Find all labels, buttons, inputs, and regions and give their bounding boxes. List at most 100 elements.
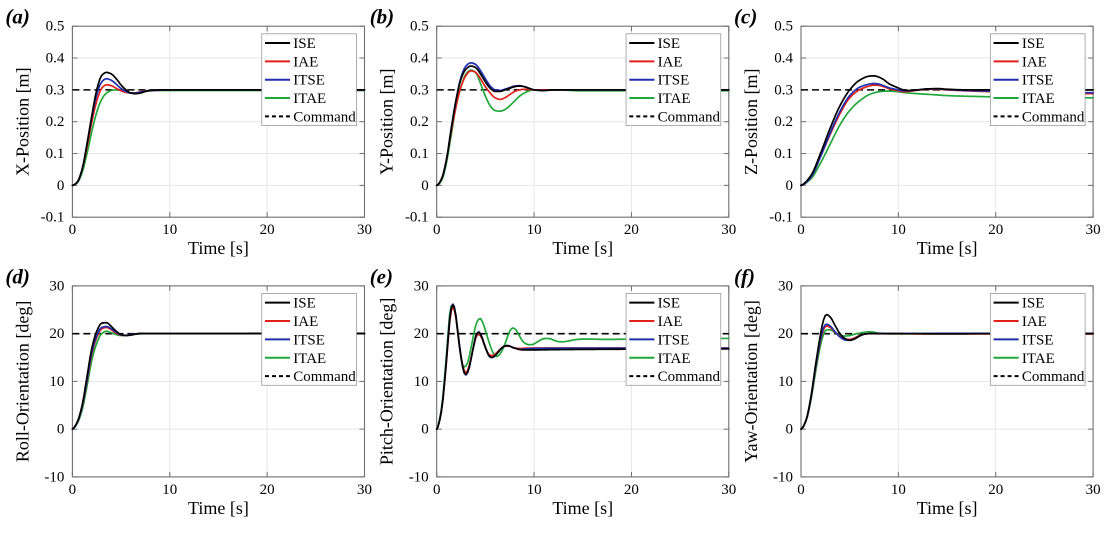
svg-text:20: 20 xyxy=(778,326,793,342)
svg-text:IAE: IAE xyxy=(658,314,683,330)
svg-text:ISE: ISE xyxy=(1022,36,1045,52)
svg-text:30: 30 xyxy=(721,482,736,498)
svg-text:-0.1: -0.1 xyxy=(769,210,793,226)
svg-text:20: 20 xyxy=(414,326,429,342)
svg-text:0.1: 0.1 xyxy=(410,146,429,162)
svg-text:0: 0 xyxy=(421,178,429,194)
svg-text:0: 0 xyxy=(797,482,805,498)
svg-text:0: 0 xyxy=(433,222,441,238)
svg-text:10: 10 xyxy=(49,374,64,390)
svg-text:-10: -10 xyxy=(409,469,429,485)
svg-text:20: 20 xyxy=(260,222,275,238)
svg-text:10: 10 xyxy=(891,222,906,238)
svg-text:0.3: 0.3 xyxy=(410,82,429,98)
svg-text:0.1: 0.1 xyxy=(46,146,65,162)
svg-text:ISE: ISE xyxy=(1022,296,1045,312)
svg-text:30: 30 xyxy=(1086,482,1101,498)
svg-text:IAE: IAE xyxy=(658,54,683,70)
svg-text:0.2: 0.2 xyxy=(774,114,793,130)
svg-text:-0.1: -0.1 xyxy=(405,210,429,226)
svg-text:0.3: 0.3 xyxy=(774,82,793,98)
svg-text:0.1: 0.1 xyxy=(774,146,793,162)
svg-text:ITAE: ITAE xyxy=(658,91,691,107)
svg-text:(d): (d) xyxy=(5,264,30,288)
svg-text:20: 20 xyxy=(49,326,64,342)
svg-text:IAE: IAE xyxy=(293,314,318,330)
svg-text:0: 0 xyxy=(57,178,65,194)
svg-text:0.4: 0.4 xyxy=(774,51,793,67)
svg-text:10: 10 xyxy=(527,482,542,498)
svg-text:ITSE: ITSE xyxy=(1022,73,1054,89)
svg-text:X-Position [m]: X-Position [m] xyxy=(12,67,32,176)
svg-text:0.5: 0.5 xyxy=(410,19,429,35)
svg-text:0: 0 xyxy=(69,482,77,498)
svg-text:ITSE: ITSE xyxy=(293,332,325,348)
svg-text:(f): (f) xyxy=(734,264,755,288)
svg-text:Z-Position [m]: Z-Position [m] xyxy=(741,68,761,175)
svg-text:10: 10 xyxy=(891,482,906,498)
svg-text:30: 30 xyxy=(49,278,64,294)
svg-text:30: 30 xyxy=(721,222,736,238)
svg-text:30: 30 xyxy=(414,278,429,294)
svg-text:IAE: IAE xyxy=(1022,314,1047,330)
svg-text:0.4: 0.4 xyxy=(46,51,65,67)
svg-text:ITAE: ITAE xyxy=(293,91,326,107)
svg-text:0: 0 xyxy=(786,178,794,194)
svg-text:Command: Command xyxy=(1022,109,1085,125)
svg-text:(a): (a) xyxy=(5,5,30,29)
svg-text:0: 0 xyxy=(421,422,429,438)
svg-text:10: 10 xyxy=(527,222,542,238)
svg-text:Command: Command xyxy=(1022,369,1085,385)
svg-text:Time [s]: Time [s] xyxy=(188,238,249,258)
svg-text:Time [s]: Time [s] xyxy=(917,498,978,518)
svg-text:30: 30 xyxy=(357,482,372,498)
svg-text:IAE: IAE xyxy=(293,54,318,70)
svg-text:0.3: 0.3 xyxy=(46,82,65,98)
svg-text:ITAE: ITAE xyxy=(1022,351,1055,367)
svg-text:0.5: 0.5 xyxy=(46,19,65,35)
svg-text:10: 10 xyxy=(414,374,429,390)
svg-text:20: 20 xyxy=(988,222,1003,238)
svg-text:Time [s]: Time [s] xyxy=(552,238,613,258)
svg-text:0.2: 0.2 xyxy=(410,114,429,130)
svg-text:Pitch-Orientation [deg]: Pitch-Orientation [deg] xyxy=(377,298,397,465)
svg-text:(b): (b) xyxy=(370,5,395,29)
svg-text:Time [s]: Time [s] xyxy=(188,498,249,518)
svg-text:ISE: ISE xyxy=(658,36,681,52)
svg-text:ITSE: ITSE xyxy=(293,73,325,89)
svg-text:30: 30 xyxy=(357,222,372,238)
svg-text:(e): (e) xyxy=(370,264,393,288)
svg-text:0: 0 xyxy=(69,222,77,238)
svg-text:ITSE: ITSE xyxy=(658,73,690,89)
svg-text:0: 0 xyxy=(797,222,805,238)
svg-text:0.2: 0.2 xyxy=(46,114,65,130)
svg-text:20: 20 xyxy=(624,482,639,498)
svg-text:ISE: ISE xyxy=(293,36,316,52)
svg-text:0.5: 0.5 xyxy=(774,19,793,35)
svg-text:Roll-Orientation [deg]: Roll-Orientation [deg] xyxy=(12,301,32,462)
svg-text:(c): (c) xyxy=(734,5,757,29)
svg-text:0: 0 xyxy=(57,422,65,438)
svg-text:Time [s]: Time [s] xyxy=(552,498,613,518)
svg-text:20: 20 xyxy=(988,482,1003,498)
svg-text:ITAE: ITAE xyxy=(1022,91,1055,107)
svg-text:Command: Command xyxy=(293,369,356,385)
svg-text:IAE: IAE xyxy=(1022,54,1047,70)
svg-text:20: 20 xyxy=(624,222,639,238)
svg-text:0.4: 0.4 xyxy=(410,51,429,67)
svg-text:-10: -10 xyxy=(773,469,793,485)
svg-text:ITSE: ITSE xyxy=(1022,332,1054,348)
svg-text:Command: Command xyxy=(658,369,721,385)
svg-text:20: 20 xyxy=(260,482,275,498)
svg-text:Command: Command xyxy=(293,109,356,125)
svg-text:ISE: ISE xyxy=(658,296,681,312)
svg-text:30: 30 xyxy=(778,278,793,294)
svg-text:10: 10 xyxy=(778,374,793,390)
svg-text:-0.1: -0.1 xyxy=(41,210,65,226)
svg-text:10: 10 xyxy=(162,222,177,238)
svg-text:0: 0 xyxy=(786,422,794,438)
svg-text:Yaw-Orientation [deg]: Yaw-Orientation [deg] xyxy=(741,300,761,463)
svg-text:ISE: ISE xyxy=(293,296,316,312)
svg-text:Time [s]: Time [s] xyxy=(917,238,978,258)
svg-text:-10: -10 xyxy=(44,469,64,485)
